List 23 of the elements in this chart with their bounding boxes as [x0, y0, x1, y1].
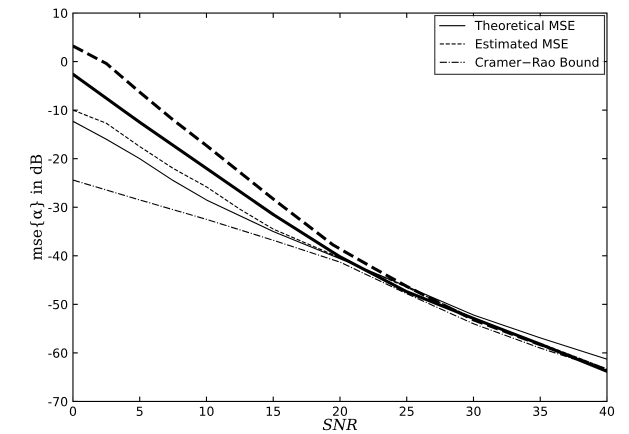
y-tick-label: -60 [48, 348, 68, 358]
y-axis-title: mse{α} in dB [30, 154, 44, 260]
legend-label: Cramer−Rao Bound [475, 57, 598, 67]
y-tick-label: 10 [54, 8, 68, 18]
y-tick-label: -20 [48, 154, 68, 164]
x-tick-label: 15 [266, 406, 280, 416]
y-tick-label: -10 [48, 106, 68, 116]
x-axis-title: SNR [322, 418, 358, 430]
x-tick-label: 40 [600, 406, 614, 416]
y-tick-label: -50 [48, 300, 68, 310]
y-tick-label: -70 [48, 396, 68, 406]
x-tick-label: 30 [466, 406, 481, 416]
x-tick-label: 10 [200, 406, 214, 416]
y-tick-label: 0 [60, 57, 68, 66]
y-tick-label: -40 [48, 251, 68, 261]
legend-label: Theoretical MSE [474, 20, 574, 30]
x-tick-label: 35 [533, 406, 548, 416]
x-tick-label: 25 [400, 406, 414, 416]
x-tick-label: 20 [332, 406, 348, 416]
legend-label: Estimated MSE [476, 38, 568, 49]
x-tick-label: 0 [70, 406, 76, 416]
x-tick-label: 5 [136, 406, 143, 416]
y-tick-label: -30 [48, 202, 68, 212]
